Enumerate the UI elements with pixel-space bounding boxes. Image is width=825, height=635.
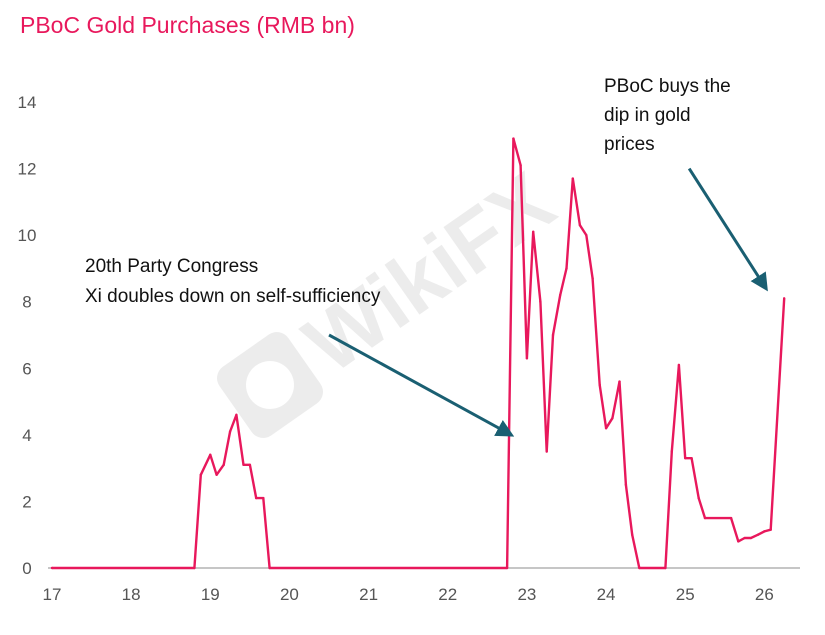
data-point	[624, 483, 628, 486]
data-point	[254, 496, 258, 500]
x-tick-label: 22	[438, 585, 457, 604]
y-tick-label: 14	[18, 93, 37, 112]
y-tick-label: 4	[22, 426, 31, 445]
data-point	[551, 333, 555, 337]
data-point	[215, 473, 218, 476]
annotation-arrow	[328, 333, 515, 437]
x-tick-label: 25	[676, 585, 695, 604]
data-point	[697, 496, 700, 500]
x-tick-label: 26	[755, 585, 774, 604]
data-point	[703, 516, 707, 520]
data-point	[677, 363, 681, 367]
data-point	[262, 496, 265, 500]
data-point	[638, 566, 641, 570]
data-point	[235, 413, 238, 417]
x-tick-label: 19	[201, 585, 220, 604]
data-point	[604, 427, 608, 430]
data-point	[670, 450, 673, 453]
data-point	[578, 223, 582, 227]
annotation-text: 20th Party Congress	[85, 256, 258, 277]
data-point	[228, 430, 232, 433]
data-point	[199, 473, 202, 476]
data-point	[729, 516, 733, 520]
y-tick-label: 2	[22, 492, 31, 511]
data-point	[684, 456, 687, 460]
data-point	[222, 463, 225, 467]
chart-title: PBoC Gold Purchases (RMB bn)	[20, 12, 355, 38]
series-line	[52, 137, 786, 570]
data-point	[242, 463, 245, 467]
x-tick-label: 18	[122, 585, 141, 604]
data-point	[558, 293, 562, 297]
y-tick-label: 10	[18, 226, 37, 245]
data-point	[512, 137, 515, 140]
data-point	[763, 530, 766, 533]
data-point	[743, 536, 746, 540]
y-tick-label: 6	[22, 359, 31, 378]
data-point	[690, 456, 693, 460]
y-tick-label: 0	[22, 559, 31, 578]
data-point	[585, 233, 588, 237]
data-point	[630, 533, 634, 536]
data-point	[737, 540, 740, 543]
data-point	[193, 566, 196, 570]
x-tick-label: 17	[42, 585, 61, 604]
data-point	[618, 380, 621, 383]
data-point	[519, 164, 522, 167]
annotation-arrow	[687, 167, 768, 292]
x-tick-label: 23	[517, 585, 536, 604]
data-point	[756, 533, 760, 536]
x-tick-label: 20	[280, 585, 299, 604]
data-point	[611, 417, 614, 420]
data-point	[598, 383, 601, 387]
data-point	[209, 453, 212, 457]
data-point	[591, 277, 594, 280]
data-point	[749, 536, 753, 540]
data-point	[50, 566, 54, 570]
data-point	[664, 566, 667, 570]
annotations: 20th Party Congress Xi doubles down on se…	[85, 76, 768, 437]
data-point	[565, 267, 568, 270]
series-layer	[50, 137, 786, 570]
data-point	[525, 357, 529, 360]
watermark-emblem	[246, 361, 294, 409]
x-tick-label: 21	[359, 585, 378, 604]
data-point	[769, 528, 772, 531]
data-point	[268, 566, 271, 570]
data-point	[505, 566, 509, 570]
annotation-text: dip in gold	[604, 105, 691, 126]
y-tick-label: 12	[18, 160, 37, 179]
x-tick-label: 24	[597, 585, 616, 604]
data-point	[248, 463, 252, 467]
data-point	[545, 450, 548, 453]
data-point	[532, 230, 535, 234]
data-point	[571, 177, 575, 180]
y-tick-label: 8	[22, 293, 31, 312]
annotation-text: Xi doubles down on self-sufficiency	[85, 286, 381, 307]
watermark-badge	[217, 332, 323, 438]
annotation-text: prices	[604, 134, 655, 155]
annotation-text: PBoC buys the	[604, 76, 731, 97]
data-point	[539, 300, 542, 303]
data-point	[782, 297, 786, 300]
